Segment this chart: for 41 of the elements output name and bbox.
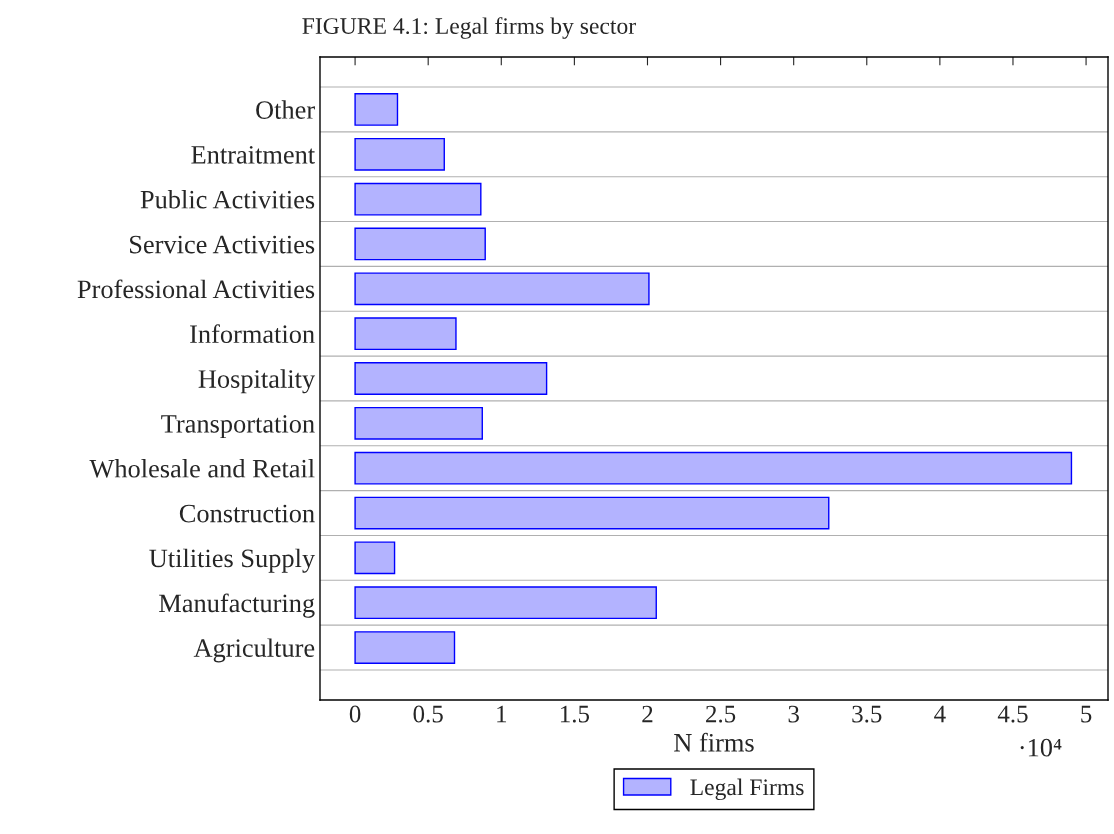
x-tick-label: 1.5 — [560, 705, 590, 723]
y-tick-label: Utilities Supply — [149, 548, 316, 573]
bar — [354, 317, 457, 351]
bar — [354, 362, 548, 395]
x-tick-label: 0.5 — [413, 705, 443, 723]
x-tick-label: 1 — [497, 705, 507, 723]
y-tick-label: Manufacturing — [159, 593, 315, 618]
text: ·10⁴ — [1020, 738, 1062, 757]
chart-title: FIGURE 4.1: Legal firms by sector — [302, 17, 636, 39]
bar — [354, 406, 483, 440]
y-tick-label: Professional Activities — [77, 279, 315, 299]
bar — [354, 541, 396, 575]
y-tick-label: Service Activities — [130, 235, 315, 254]
bar — [354, 182, 482, 216]
bar — [354, 586, 657, 620]
x-tick-label: 2 — [642, 705, 653, 723]
x-tick-label: 2.5 — [706, 705, 736, 723]
y-tick-label: Information — [190, 324, 315, 344]
y-tick-label: Public Activities — [140, 189, 315, 209]
y-tick-label: Entraitment — [191, 145, 315, 164]
legend-label: Legal Firms — [690, 778, 804, 801]
bar — [354, 137, 445, 171]
y-tick-label: Construction — [179, 504, 315, 523]
bar — [354, 272, 650, 306]
x-tick-label: 5 — [1081, 705, 1092, 723]
x-tick-label: 4 — [934, 705, 946, 723]
bar — [354, 496, 830, 530]
x-tick-label: 0 — [349, 705, 361, 723]
x-tick-label: 4.5 — [997, 705, 1028, 723]
y-tick-label: Transportation — [161, 415, 315, 439]
y-tick-label: Hospitality — [198, 369, 316, 394]
y-tick-label: Agriculture — [193, 638, 315, 663]
x-tick-label: 3 — [788, 705, 799, 723]
y-tick-label: Wholesale and Retail — [89, 459, 315, 478]
y-tick-label: Other — [256, 100, 315, 119]
x-tick-label: 3.5 — [852, 705, 882, 723]
bar — [354, 451, 1073, 485]
bar — [354, 227, 486, 261]
bar — [354, 93, 399, 126]
bar — [354, 631, 456, 664]
x-axis-title: N firms — [674, 732, 754, 752]
